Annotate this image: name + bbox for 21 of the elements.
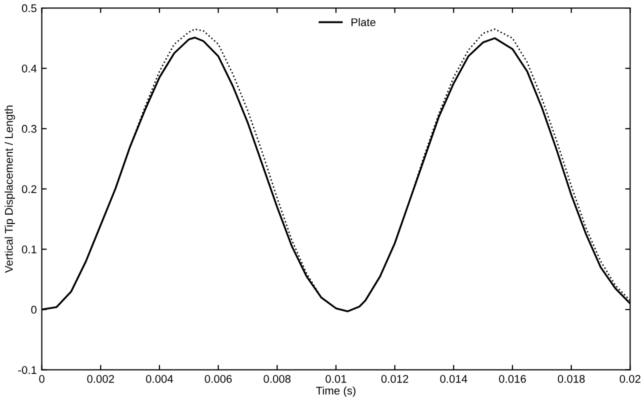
x-tick-label: 0.008: [264, 374, 291, 383]
x-tick-label: 0.018: [558, 374, 585, 383]
x-tick-label: 0.016: [499, 374, 526, 383]
y-tick-label: -0.1: [18, 366, 36, 374]
x-tick-label: 0.012: [381, 374, 408, 383]
y-axis-title: Vertical Tip Displacement / Length: [4, 106, 16, 273]
legend-label: Plate: [352, 18, 376, 26]
x-tick-label: 0.004: [146, 374, 174, 383]
y-tick-label: 0: [31, 306, 36, 314]
x-axis-title: Time (s): [316, 386, 356, 397]
x-tick-label: 0: [39, 374, 44, 383]
y-tick-label: 0.2: [22, 185, 36, 194]
y-tick-label: 0.3: [22, 124, 36, 133]
x-tick-label: 0.002: [87, 374, 114, 383]
y-tick-label: 0.5: [22, 4, 36, 12]
y-tick-label: 0.1: [22, 246, 36, 254]
x-tick-label: 0.02: [620, 374, 640, 383]
x-tick-label: 0.006: [204, 374, 232, 383]
y-tick-label: 0.4: [22, 64, 37, 72]
x-tick-label: 0.014: [440, 374, 468, 383]
x-tick-label: 0.01: [326, 374, 346, 383]
